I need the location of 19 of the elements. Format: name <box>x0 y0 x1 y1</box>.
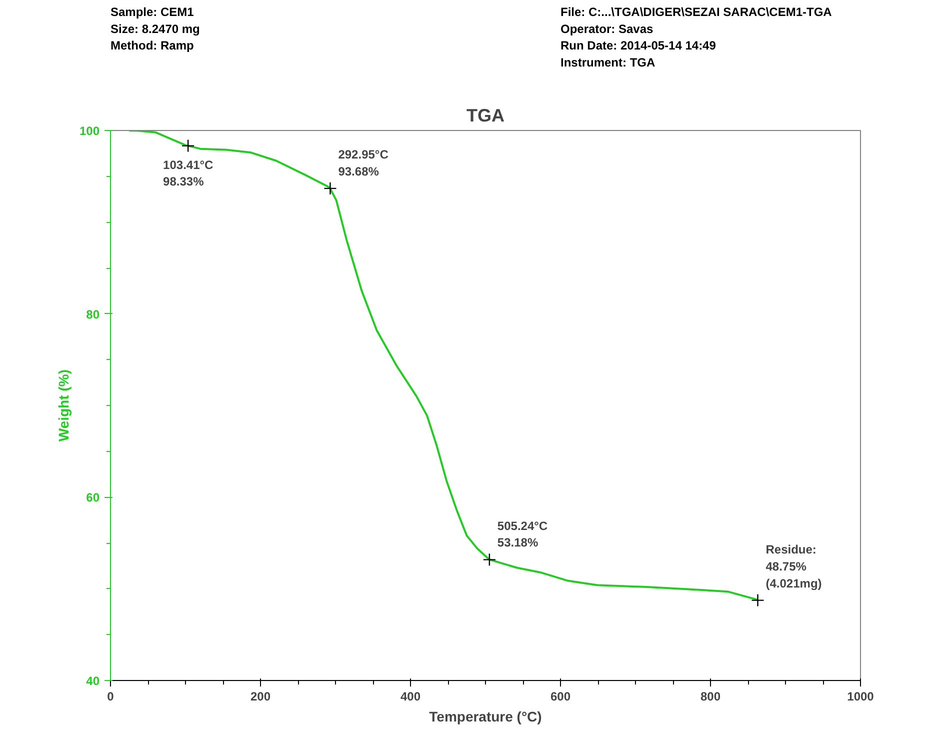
annotation: 103.41°C 98.33% <box>163 158 214 189</box>
x-tick-label: 400 <box>400 690 421 704</box>
annotation: Residue: 48.75% (4.021mg) <box>766 542 822 590</box>
y-tick-label: 40 <box>86 674 100 688</box>
x-tick-label: 1000 <box>847 690 874 704</box>
y-tick-label: 80 <box>86 307 100 322</box>
chart-title: TGA <box>466 106 504 126</box>
annotation: 505.24°C 53.18% <box>497 518 548 550</box>
x-tick-label: 0 <box>107 690 114 704</box>
y-tick-label: 100 <box>79 124 100 138</box>
y-tick-label: 60 <box>86 490 100 505</box>
x-tick-label: 800 <box>700 690 721 704</box>
y-axis-title: Weight (%) <box>55 369 72 442</box>
annotation: 292.95°C 93.68% <box>338 148 389 178</box>
text: File: C:...\TGA\DIGER\SEZAI SARAC\CEM1-TGA Operator: Savas Run Date: 2014-05-14 14:49 Instrument: TGA <box>560 5 832 70</box>
x-axis-title: Temperature (°C) <box>429 708 542 724</box>
x-tick-label: 600 <box>550 690 571 704</box>
x-tick-label: 200 <box>250 690 271 704</box>
text: Sample: CEM1 Size: 8.2470 mg Method: Ramp <box>110 5 200 53</box>
